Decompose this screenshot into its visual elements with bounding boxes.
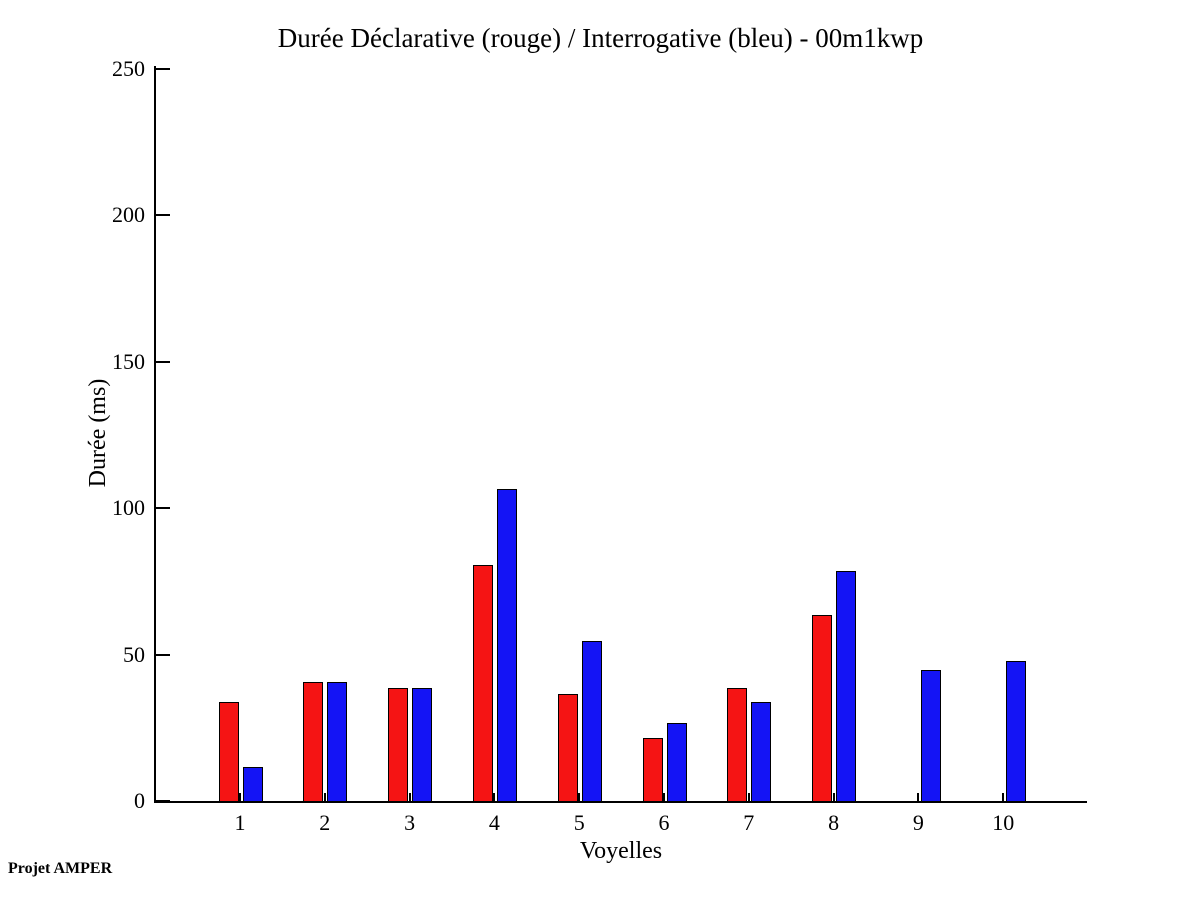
bar-interrogative-4 <box>496 489 517 802</box>
y-tick <box>156 507 170 510</box>
bar-interrogative-1 <box>242 767 263 802</box>
y-tick-label: 100 <box>112 495 145 521</box>
x-tick-label: 2 <box>319 810 331 835</box>
bar-interrogative-2 <box>327 682 348 802</box>
project-annotation: Projet AMPER <box>8 860 113 877</box>
x-tick <box>1002 793 1005 801</box>
bar-déclarative-5 <box>557 694 578 802</box>
bar-déclarative-8 <box>812 615 833 802</box>
bar-interrogative-8 <box>836 571 857 802</box>
bar-interrogative-3 <box>412 688 433 802</box>
bar-déclarative-4 <box>472 565 493 802</box>
x-tick <box>747 793 750 801</box>
y-tick <box>156 214 170 217</box>
bar-déclarative-1 <box>218 702 239 802</box>
x-tick-label: 1 <box>234 810 246 835</box>
x-tick-label: 10 <box>992 810 1015 835</box>
x-tick-label: 6 <box>658 810 670 835</box>
y-tick <box>156 653 170 656</box>
x-tick <box>917 793 920 801</box>
x-tick <box>323 793 326 801</box>
x-tick-label: 4 <box>488 810 500 835</box>
y-tick-label: 150 <box>112 348 145 374</box>
chart-title: Durée Déclarative (rouge) / Interrogativ… <box>277 23 924 53</box>
x-tick-label: 7 <box>743 810 755 835</box>
bar-interrogative-5 <box>581 641 602 802</box>
y-tick-label: 200 <box>112 202 145 228</box>
x-tick <box>239 793 241 801</box>
bar-déclarative-3 <box>388 688 409 802</box>
bar-déclarative-7 <box>727 688 748 802</box>
bar-déclarative-6 <box>642 738 663 802</box>
y-tick <box>156 68 170 70</box>
x-tick-label: 5 <box>573 810 585 835</box>
x-tick <box>493 793 496 801</box>
y-tick <box>156 800 170 802</box>
y-axis-line <box>154 66 156 803</box>
bar-interrogative-6 <box>666 723 687 802</box>
y-tick <box>156 360 170 363</box>
bar-interrogative-9 <box>920 670 941 802</box>
x-tick <box>832 793 835 801</box>
x-tick-label: 9 <box>912 810 924 835</box>
x-tick <box>663 793 665 801</box>
bar-interrogative-7 <box>751 702 772 802</box>
x-axis-label: Voyelles <box>579 838 663 864</box>
x-tick <box>578 793 581 801</box>
x-tick-label: 3 <box>404 810 416 835</box>
x-tick <box>408 793 411 801</box>
bar-interrogative-10 <box>1005 661 1026 802</box>
y-tick-label: 250 <box>112 56 145 81</box>
bar-déclarative-2 <box>303 682 324 802</box>
y-tick-label: 0 <box>134 788 145 813</box>
x-axis-line <box>154 801 1087 803</box>
x-tick-label: 8 <box>828 810 840 835</box>
y-tick-label: 50 <box>123 641 145 667</box>
